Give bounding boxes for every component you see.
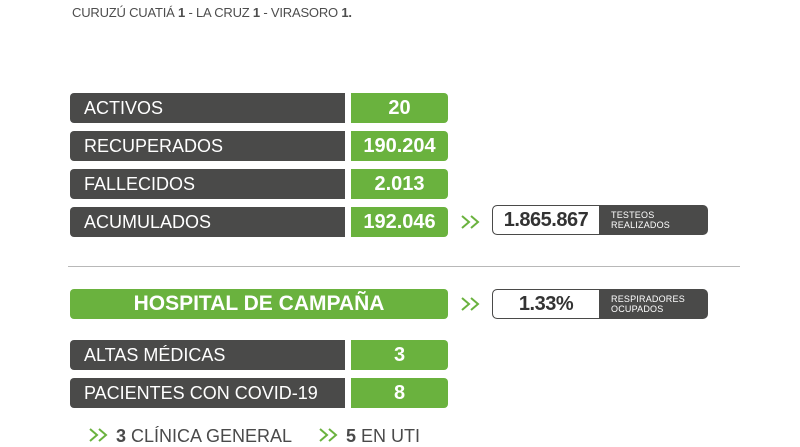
recuperados-label: RECUPERADOS [70,131,345,161]
uti-label: EN UTI [356,426,421,446]
clinica-general-note: 3 CLÍNICA GENERAL [88,426,292,447]
double-chevron-right-icon [319,428,338,442]
pacientes-value: 8 [351,378,448,408]
dept-3-name: - VIRASORO [259,5,342,20]
respiradores-box: 1.33% RESPIRADORES OCUPADOS [492,289,708,319]
respiradores-caption-line-1: RESPIRADORES [611,294,685,304]
activos-label: ACTIVOS [70,93,345,123]
double-chevron-right-icon [461,297,480,311]
testeos-caption: TESTEOS REALIZADOS [611,210,670,230]
altas-label: ALTAS MÉDICAS [70,340,345,370]
respiradores-caption-line-2: OCUPADOS [611,304,664,314]
acumulados-label: ACUMULADOS [70,207,345,237]
recuperados-value: 190.204 [351,131,448,161]
fallecidos-value: 2.013 [351,169,448,199]
section-divider [68,266,740,267]
hospital-title: HOSPITAL DE CAMPAÑA [70,289,448,319]
fallecidos-label: FALLECIDOS [70,169,345,199]
dept-2-name: - LA CRUZ [185,5,253,20]
uti-count: 5 [346,426,357,446]
altas-value: 3 [351,340,448,370]
acumulados-value: 192.046 [351,207,448,237]
pacientes-label: PACIENTES CON COVID-19 [70,378,345,408]
activos-value: 20 [351,93,448,123]
dept-1-count: 1 [178,5,186,20]
departments-summary: CURUZÚ CUATIÁ 1 - LA CRUZ 1 - VIRASORO 1… [72,5,352,20]
testeos-caption-line-2: REALIZADOS [611,220,671,230]
uti-note: 5 EN UTI [318,426,420,447]
testeos-box: 1.865.867 TESTEOS REALIZADOS [492,205,708,235]
double-chevron-right-icon [461,215,480,229]
respiradores-value: 1.33% [493,290,599,318]
testeos-value: 1.865.867 [493,206,599,234]
dept-1-name: CURUZÚ CUATIÁ [72,5,179,20]
respiradores-caption: RESPIRADORES OCUPADOS [611,294,685,314]
testeos-caption-line-1: TESTEOS [611,210,655,220]
dept-3-count: 1. [341,5,352,20]
dept-2-count: 1 [252,5,260,20]
clinica-label: CLÍNICA GENERAL [126,426,293,446]
clinica-count: 3 [116,426,127,446]
double-chevron-right-icon [89,428,108,442]
